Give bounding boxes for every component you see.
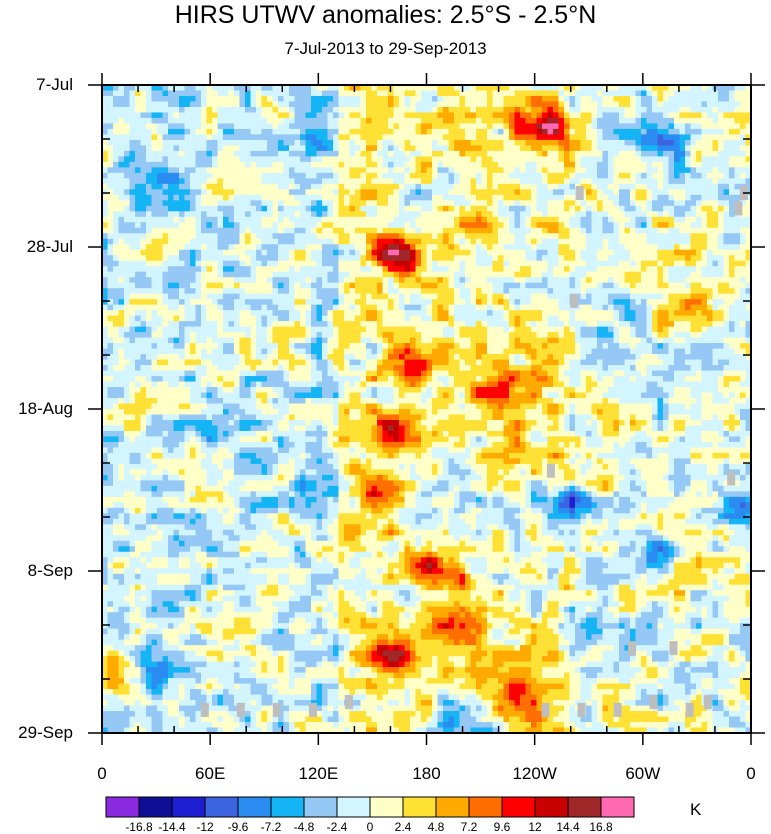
y-tick-label: 28-Jul [26, 237, 73, 256]
missing-data-patch [570, 294, 579, 308]
colorbar [105, 796, 635, 818]
chart-title: HIRS UTWV anomalies: 2.5°S - 2.5°N [174, 1, 597, 29]
axis-ticks [88, 73, 765, 745]
missing-data-patch [200, 702, 209, 717]
missing-data-patch [575, 186, 584, 200]
colorbar-swatch [105, 796, 140, 818]
colorbar-tick-label: -4.8 [293, 820, 315, 834]
colorbar-tick-label: 9.6 [493, 820, 511, 834]
missing-data-patch [577, 702, 586, 717]
missing-data-patch [613, 702, 622, 717]
missing-data-patch [669, 641, 678, 656]
colorbar-swatch [270, 796, 305, 818]
colorbar-tick-label: 14.4 [556, 820, 580, 834]
chart-subtitle: 7-Jul-2013 to 29-Sep-2013 [284, 39, 487, 58]
colorbar-swatch [303, 796, 338, 818]
colorbar-swatch [534, 796, 569, 818]
colorbar-tick-label: 12 [528, 820, 542, 834]
missing-data-patch [703, 695, 712, 710]
colorbar-tick-label: 16.8 [589, 820, 613, 834]
x-tick-label: 60E [195, 764, 226, 783]
missing-data-patch [272, 702, 281, 717]
colorbar-tick-label: -7.2 [260, 820, 282, 834]
x-tick-label: 0 [97, 764, 107, 783]
y-tick-label: 8-Sep [27, 561, 73, 580]
colorbar-swatch [567, 796, 602, 818]
colorbar-swatch [204, 796, 239, 818]
colorbar-units: K [690, 800, 702, 819]
colorbar-swatch [402, 796, 437, 818]
missing-data-patch [628, 641, 636, 656]
missing-data-patch [546, 463, 555, 478]
colorbar-swatch [237, 796, 272, 818]
x-tick-label: 120E [298, 764, 339, 783]
missing-data-patch [236, 702, 245, 717]
colorbar-swatch [600, 796, 635, 818]
missing-data-patch [345, 695, 353, 710]
colorbar-swatch [171, 796, 206, 818]
colorbar-tick-label: 4.8 [427, 820, 445, 834]
colorbar-tick-label: -2.4 [326, 820, 348, 834]
colorbar-tick-label: -16.8 [125, 820, 153, 834]
colorbar-tick-label: -12 [196, 820, 214, 834]
colorbar-tick-label: 0 [366, 820, 374, 834]
anomaly-field [102, 85, 752, 734]
colorbar-tick-label: 2.4 [394, 820, 412, 834]
colorbar-swatch [336, 796, 371, 818]
x-tick-label: 180 [412, 764, 441, 783]
colorbar-swatch [435, 796, 470, 818]
missing-data-patch [727, 471, 736, 486]
y-tick-label: 18-Aug [18, 399, 73, 418]
colorbar-tick-label: 7.2 [460, 820, 478, 834]
x-tick-label: 60W [625, 764, 661, 783]
y-tick-label: 29-Sep [18, 723, 73, 742]
x-tick-label: 120W [512, 764, 557, 783]
missing-data-patch [541, 702, 550, 717]
colorbar-tick-label: -9.6 [227, 820, 249, 834]
missing-data-patch [734, 201, 743, 216]
missing-data-patch [649, 695, 658, 710]
colorbar-tick-label: -14.4 [158, 820, 186, 834]
y-tick-label: 7-Jul [36, 75, 73, 94]
colorbar-swatch [138, 796, 173, 818]
colorbar-swatch [468, 796, 503, 818]
missing-data-patch [308, 702, 317, 717]
colorbar-swatch [501, 796, 536, 818]
missing-data-patch [685, 702, 694, 717]
x-tick-label: 0 [746, 764, 756, 783]
colorbar-swatch [369, 796, 404, 818]
